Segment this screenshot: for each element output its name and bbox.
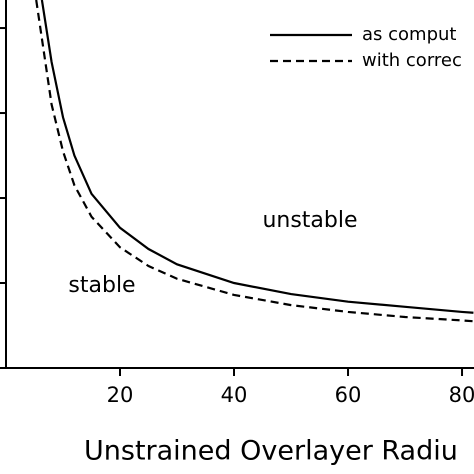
legend-label: as comput <box>362 24 456 45</box>
annotation: stable <box>68 273 135 298</box>
line-series <box>40 0 474 314</box>
line-series <box>35 0 474 323</box>
x-tick-label: 40 <box>221 383 248 407</box>
annotation: unstable <box>262 208 357 233</box>
x-tick-label: 60 <box>335 383 362 407</box>
x-axis-label: Unstrained Overlayer Radiu <box>84 436 458 467</box>
x-tick-label: 80 <box>449 383 474 407</box>
x-tick-label: 20 <box>107 383 134 407</box>
legend-label: with correc <box>362 50 462 71</box>
